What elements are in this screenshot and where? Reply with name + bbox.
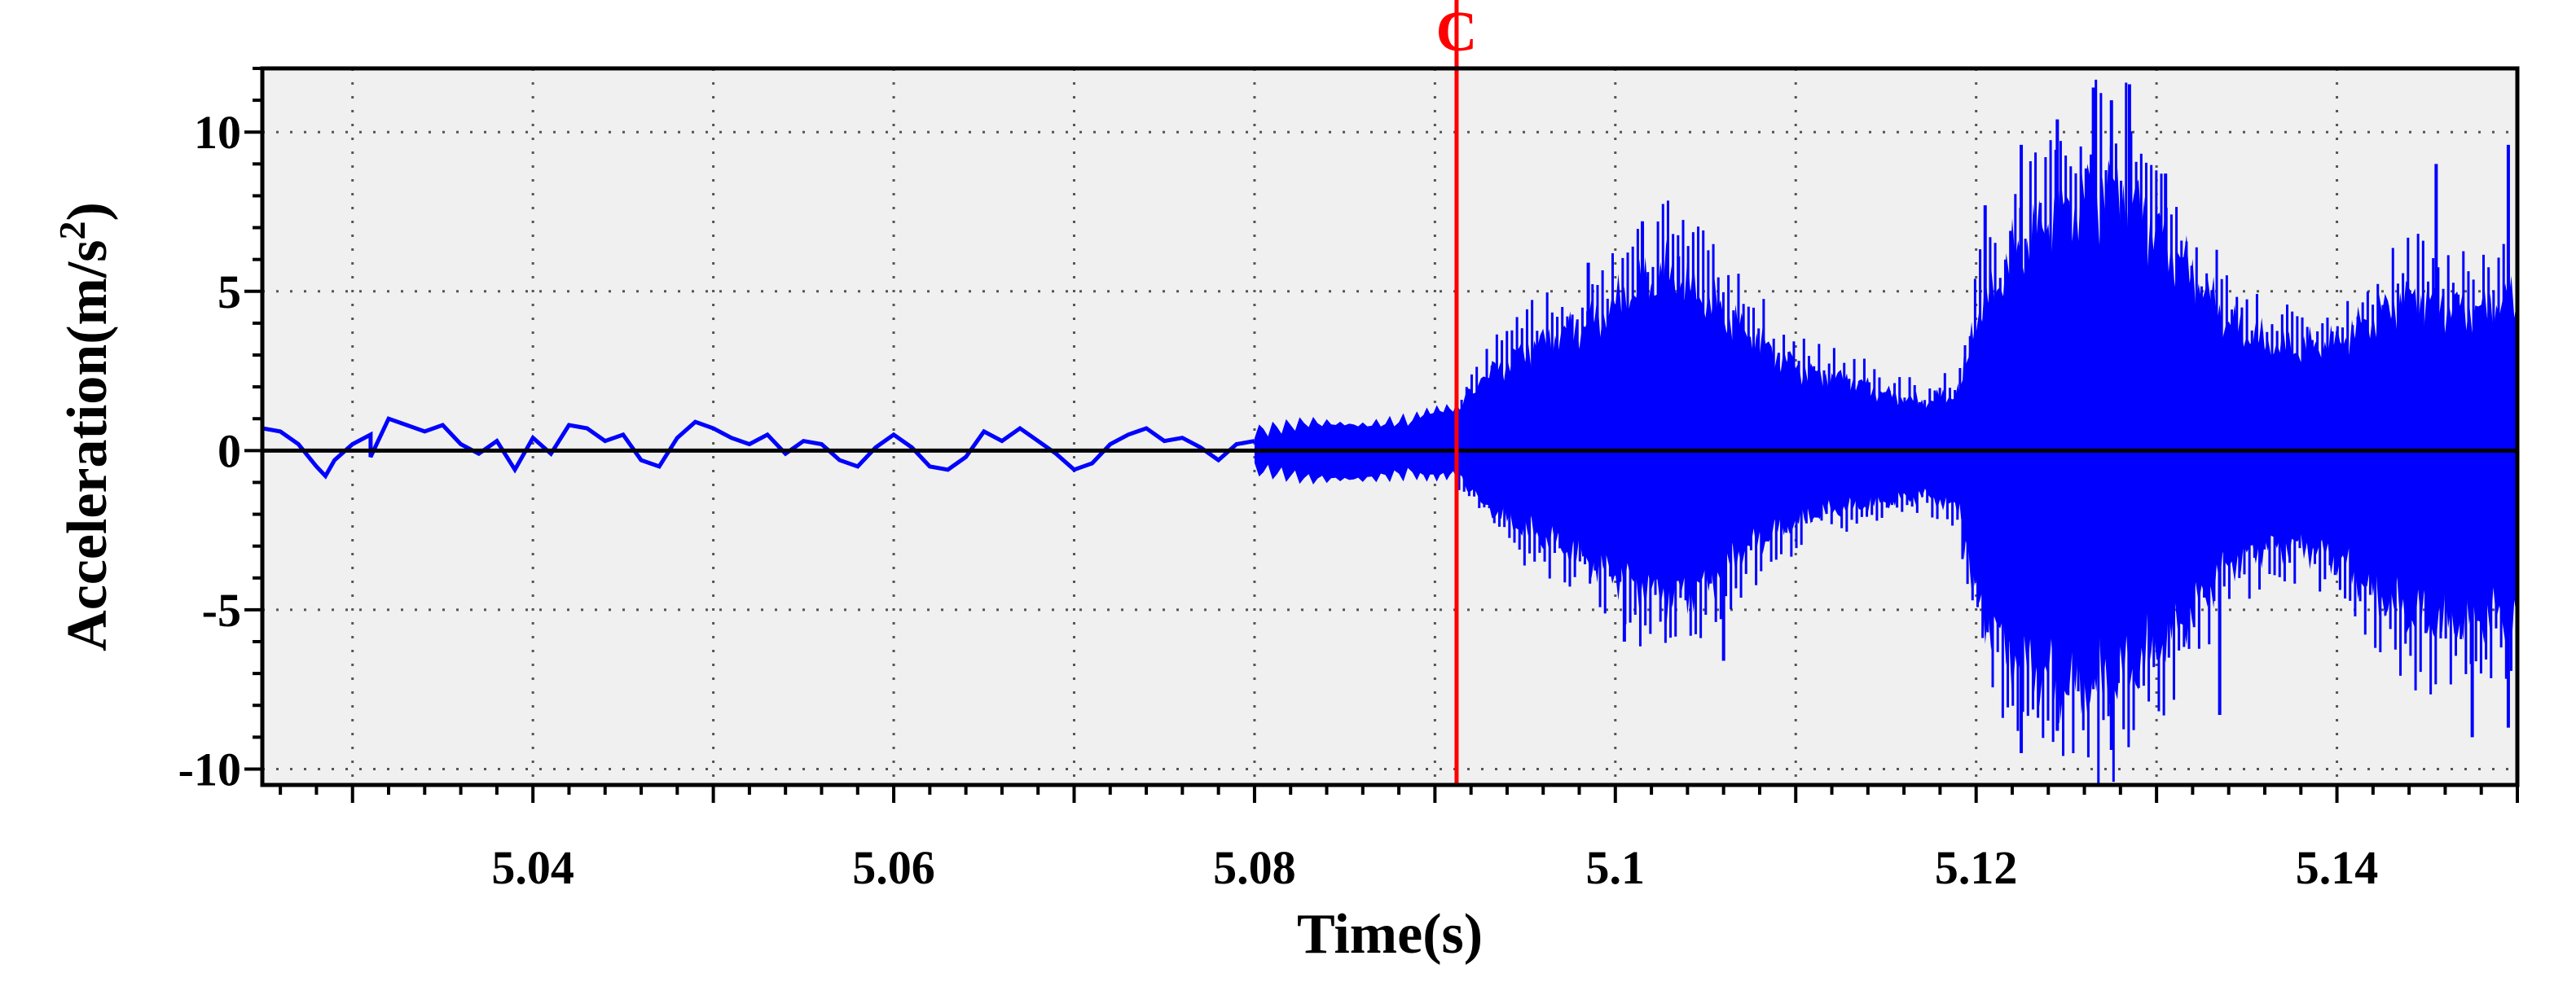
y-tick-label: -5 <box>202 584 241 637</box>
y-axis-title: Acceleration(m/s2) <box>51 202 119 651</box>
y-tick-label: 5 <box>218 265 241 318</box>
y-axis-title-main: Acceleration(m/s <box>56 239 119 651</box>
marker-label-c: C <box>1436 1 1478 64</box>
x-tick-label: 5.06 <box>852 841 935 894</box>
x-tick-labels: 5.04 5.06 5.08 5.1 5.12 5.14 <box>491 841 2378 894</box>
y-tick-label: -10 <box>178 743 241 796</box>
y-axis-title-sup: 2 <box>51 221 93 239</box>
signal-line <box>262 416 1255 480</box>
x-tick-label: 5.12 <box>1935 841 2018 894</box>
y-axis-title-close: ) <box>56 202 119 221</box>
plot-frame <box>260 66 2520 787</box>
y-tick-label: 0 <box>218 424 241 477</box>
x-tick-label: 5.04 <box>491 841 574 894</box>
x-tick-label: 5.1 <box>1586 841 1646 894</box>
x-tick-label: 5.08 <box>1213 841 1296 894</box>
y-tick-labels: -10 -5 0 5 10 <box>178 106 241 796</box>
x-axis-title: Time(s) <box>1297 903 1483 966</box>
signal-envelope <box>1254 160 2517 721</box>
x-tick-label: 5.14 <box>2296 841 2379 894</box>
axis-ticks <box>244 67 2519 803</box>
signal-spikes <box>1455 79 2512 785</box>
y-tick-label: 10 <box>194 106 241 159</box>
series-group <box>262 79 2517 785</box>
